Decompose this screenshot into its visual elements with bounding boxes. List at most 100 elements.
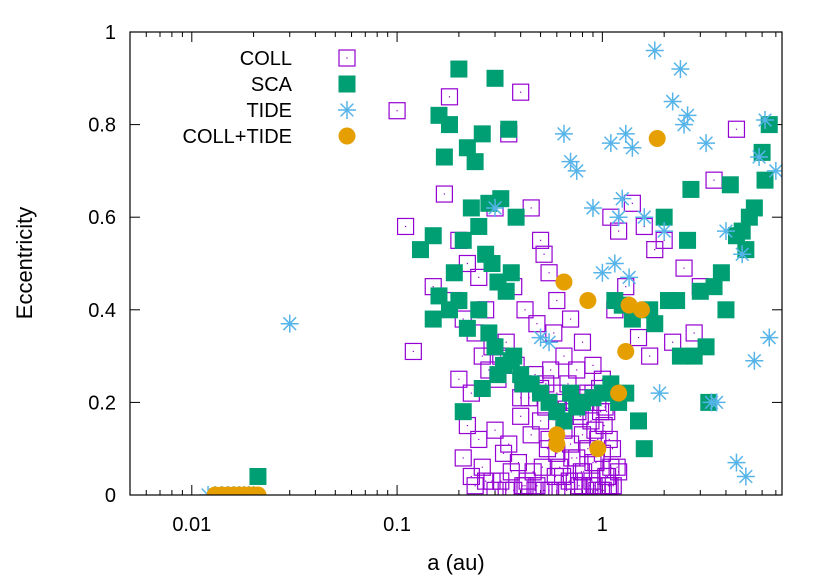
data-point <box>531 231 550 249</box>
x-axis-title: a (au) <box>427 550 484 575</box>
data-point <box>705 278 723 296</box>
data-point <box>454 231 472 249</box>
data-point <box>567 161 586 180</box>
data-point <box>470 217 488 235</box>
data-point <box>489 366 507 384</box>
data-point <box>512 407 530 425</box>
data-point <box>605 254 624 273</box>
data-point <box>502 264 520 282</box>
y-tick-label: 0.2 <box>88 392 116 414</box>
data-point <box>555 273 573 291</box>
data-point <box>470 301 488 319</box>
data-point <box>458 139 476 157</box>
data-point <box>473 125 491 143</box>
data-point <box>555 412 573 430</box>
data-point <box>650 384 669 403</box>
data-point <box>563 449 581 467</box>
data-point <box>462 467 480 486</box>
data-point <box>702 393 721 412</box>
data-point <box>514 375 532 393</box>
data-point <box>609 208 628 227</box>
data-point <box>753 143 771 161</box>
data-point <box>630 412 648 430</box>
data-point <box>579 292 597 310</box>
data-point <box>533 458 551 476</box>
data-point <box>727 453 746 472</box>
data-point <box>470 430 488 449</box>
y-tick-label: 0.4 <box>88 300 116 322</box>
data-point <box>548 291 566 310</box>
data-point <box>249 467 267 485</box>
data-point <box>435 185 453 203</box>
data-point <box>462 199 480 217</box>
data-point <box>424 227 442 245</box>
data-point <box>645 41 664 60</box>
y-tick-label: 0.8 <box>88 115 116 137</box>
data-point <box>717 301 735 319</box>
y-tick-label: 0.6 <box>88 207 116 229</box>
series-tide <box>199 41 782 495</box>
marks-layer <box>199 41 782 495</box>
data-point <box>430 287 448 305</box>
data-point <box>388 102 406 120</box>
data-point <box>675 259 693 277</box>
data-point <box>486 69 504 87</box>
legend-label: TIDE <box>246 100 292 122</box>
data-point <box>623 138 642 157</box>
data-point <box>480 324 498 342</box>
data-point <box>483 255 501 272</box>
data-point <box>516 301 534 319</box>
data-point <box>440 116 458 134</box>
data-point <box>712 264 730 282</box>
data-point <box>733 245 752 264</box>
data-point <box>553 467 572 486</box>
data-point <box>396 217 415 236</box>
data-point <box>458 319 476 337</box>
data-point <box>760 328 779 347</box>
data-point <box>555 347 573 365</box>
data-point <box>500 120 518 138</box>
legend-label: COLL+TIDE <box>183 126 292 148</box>
data-point <box>466 153 484 171</box>
data-point <box>497 481 515 495</box>
data-point <box>492 472 510 490</box>
data-point <box>502 352 520 370</box>
y-tick-label: 1 <box>105 22 116 44</box>
data-point <box>445 264 463 282</box>
data-point <box>671 347 689 365</box>
data-point <box>646 315 664 333</box>
data-point <box>454 449 472 467</box>
data-point <box>588 481 606 495</box>
data-point <box>597 467 615 486</box>
data-point <box>685 324 703 342</box>
data-point <box>535 245 553 263</box>
data-point <box>620 268 639 287</box>
data-point <box>494 444 513 462</box>
data-point <box>740 208 758 226</box>
data-point <box>733 222 751 240</box>
data-point <box>745 351 764 370</box>
data-point <box>458 254 476 273</box>
data-point <box>736 467 755 486</box>
data-point <box>450 60 468 78</box>
data-point <box>540 333 559 352</box>
data-point <box>756 110 775 129</box>
data-point <box>589 440 607 458</box>
data-point <box>691 282 709 300</box>
data-point <box>450 370 468 388</box>
data-point <box>727 120 746 138</box>
series-sca <box>249 60 778 485</box>
data-point <box>486 338 504 356</box>
data-point <box>646 241 664 259</box>
data-point <box>551 458 569 476</box>
legend-marker <box>338 49 356 67</box>
data-point <box>608 458 626 476</box>
data-point <box>404 342 422 361</box>
data-point <box>671 60 690 79</box>
data-point <box>616 124 635 143</box>
data-point <box>697 134 716 153</box>
data-point <box>411 241 429 259</box>
data-point <box>756 171 774 189</box>
data-point <box>613 189 632 208</box>
data-point <box>526 481 544 495</box>
